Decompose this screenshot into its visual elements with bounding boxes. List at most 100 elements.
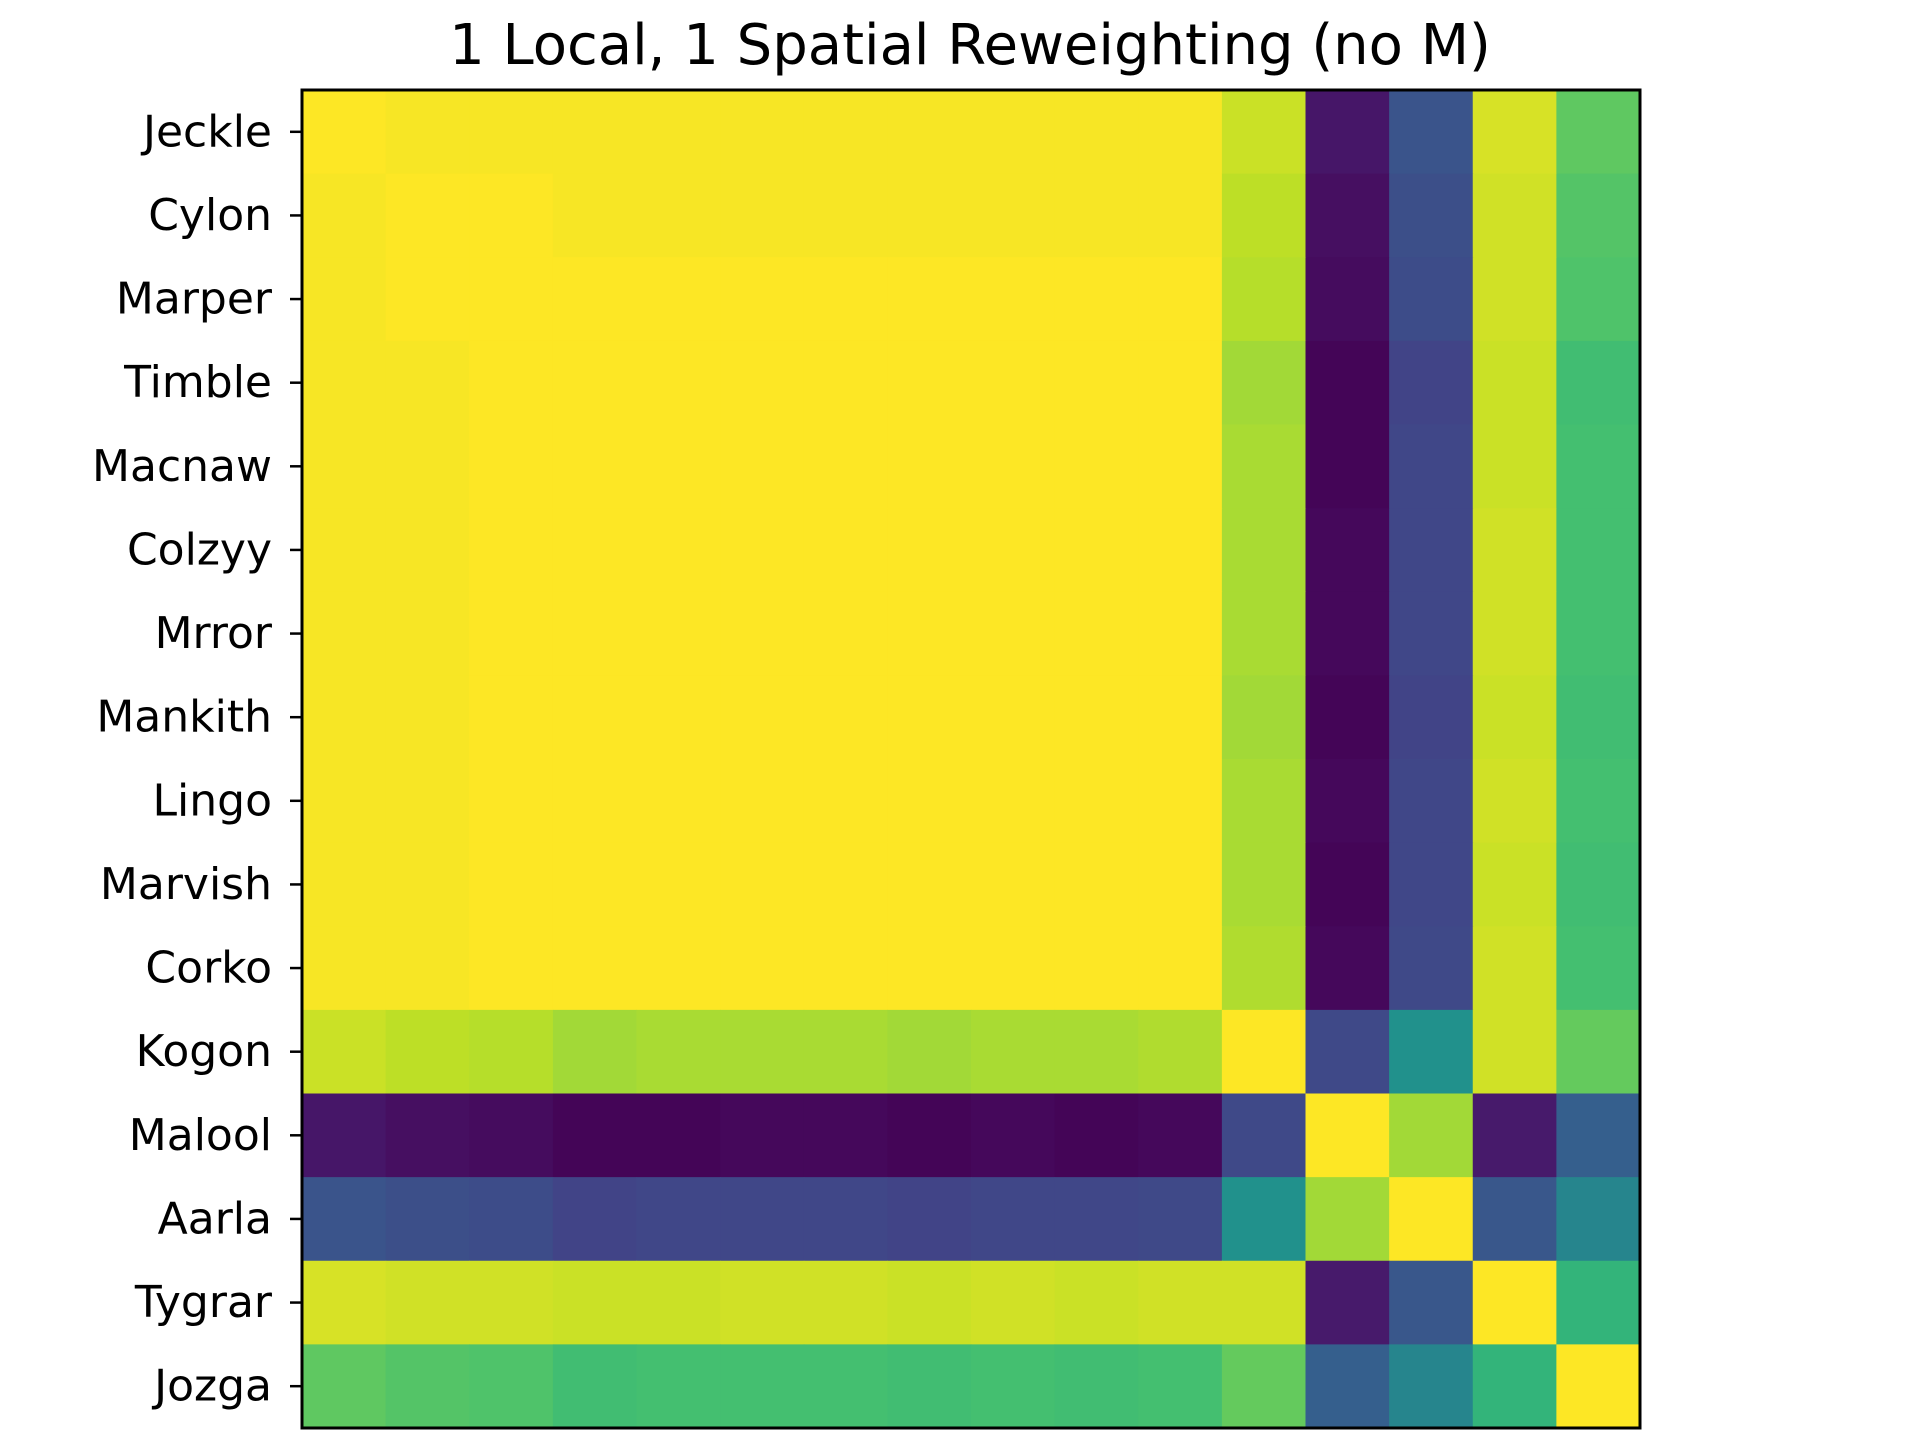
heatmap-cell [636, 508, 721, 593]
heatmap-cell [887, 591, 972, 676]
heatmap-cell [1305, 257, 1390, 342]
heatmap-cell [385, 675, 470, 760]
heatmap-cell [302, 591, 387, 676]
heatmap-cell [803, 1093, 888, 1178]
heatmap-cell [1472, 257, 1557, 342]
y-tick-label: Marper [116, 274, 273, 325]
heatmap-cell [302, 257, 387, 342]
heatmap-cell [803, 1260, 888, 1345]
heatmap-cell [1138, 257, 1223, 342]
heatmap-cell [887, 1093, 972, 1178]
heatmap-cell [1138, 1260, 1223, 1345]
heatmap-cell [636, 424, 721, 509]
heatmap-cell [1054, 1177, 1139, 1262]
heatmap-cell [1221, 424, 1307, 509]
y-tick-label: Colzyy [127, 524, 272, 575]
heatmap-cell [720, 173, 805, 258]
heatmap-cell [385, 1009, 470, 1095]
heatmap-cell [1472, 1009, 1557, 1095]
heatmap-cell [803, 173, 888, 258]
heatmap-cell [1138, 1093, 1223, 1178]
heatmap-cell [1221, 842, 1307, 927]
heatmap-cell [636, 340, 721, 426]
heatmap-cell [1305, 842, 1390, 927]
heatmap-cell [1054, 508, 1139, 593]
heatmap-cell [1054, 759, 1139, 844]
heatmap-cell [302, 675, 387, 760]
heatmap-cell [1054, 1260, 1139, 1345]
heatmap-cell [1305, 591, 1390, 676]
heatmap-cell [636, 1177, 721, 1262]
heatmap-cell [552, 508, 638, 593]
heatmap-cell [971, 759, 1056, 844]
heatmap-cell [1556, 675, 1641, 760]
heatmap-cell [1556, 1177, 1641, 1262]
chart-title: 1 Local, 1 Spatial Reweighting (no M) [449, 13, 1491, 78]
heatmap-cell [1221, 926, 1307, 1011]
heatmap-cell [1389, 257, 1474, 342]
heatmap-cell [1472, 340, 1557, 426]
heatmap-cell [469, 1344, 554, 1429]
heatmap-cell [469, 424, 554, 509]
heatmap-cell [636, 90, 721, 175]
heatmap-cell [971, 926, 1056, 1011]
heatmap-cell [469, 257, 554, 342]
heatmap-cell [971, 424, 1056, 509]
heatmap-cell [552, 173, 638, 258]
heatmap-cell [720, 1177, 805, 1262]
heatmap-cell [1389, 1344, 1474, 1429]
heatmap-cell [1472, 759, 1557, 844]
heatmap-cell [1138, 424, 1223, 509]
heatmap-cell [1305, 1177, 1390, 1262]
heatmap-cell [302, 1344, 387, 1429]
heatmap-cell [552, 90, 638, 175]
heatmap-cell [636, 759, 721, 844]
heatmap-cell [1221, 173, 1307, 258]
y-axis: Jeckle Cylon Marper Timble Macnaw Colzyy Mrror… [92, 106, 302, 1412]
heatmap-cell [1221, 508, 1307, 593]
heatmap-cell [636, 173, 721, 258]
heatmap-cell [302, 508, 387, 593]
heatmap-cell [469, 1177, 554, 1262]
heatmap-cell [1556, 1009, 1641, 1095]
heatmap-cell [302, 173, 387, 258]
heatmap-cell [1556, 173, 1641, 258]
heatmap-cell [1221, 340, 1307, 426]
heatmap-cell [469, 508, 554, 593]
heatmap-cell [302, 926, 387, 1011]
heatmap-cell [1138, 675, 1223, 760]
heatmap-cell [1472, 90, 1557, 175]
heatmap-cell [1389, 173, 1474, 258]
heatmap-cell [552, 591, 638, 676]
heatmap-cell [887, 1177, 972, 1262]
heatmap-cell [1138, 842, 1223, 927]
heatmap-cell [887, 675, 972, 760]
heatmap-cell [552, 1009, 638, 1095]
heatmap-cell [552, 1344, 638, 1429]
y-tick-label: Marvish [100, 859, 272, 910]
heatmap-cell [636, 675, 721, 760]
heatmap-cell [887, 508, 972, 593]
heatmap-cell [469, 1093, 554, 1178]
heatmap-cell [720, 1093, 805, 1178]
heatmap-cell [803, 759, 888, 844]
heatmap-cell [720, 90, 805, 175]
heatmap-cell [1556, 926, 1641, 1011]
heatmap-cell [1389, 759, 1474, 844]
heatmap-cell [302, 1260, 387, 1345]
heatmap-cell [1221, 257, 1307, 342]
heatmap-cell [1305, 1009, 1390, 1095]
heatmap-cell [302, 1177, 387, 1262]
heatmap-cell [469, 926, 554, 1011]
heatmap-cell [1389, 508, 1474, 593]
heatmap-cell [552, 257, 638, 342]
heatmap-cell [1138, 1009, 1223, 1095]
y-tick-label: Mankith [96, 692, 272, 743]
heatmap-cell [469, 340, 554, 426]
heatmap-cell [469, 90, 554, 175]
heatmap-cell [1221, 1093, 1307, 1178]
heatmap-cell [887, 424, 972, 509]
heatmap-cell [1389, 842, 1474, 927]
heatmap-cell [1472, 508, 1557, 593]
heatmap-cell [1221, 1344, 1307, 1429]
